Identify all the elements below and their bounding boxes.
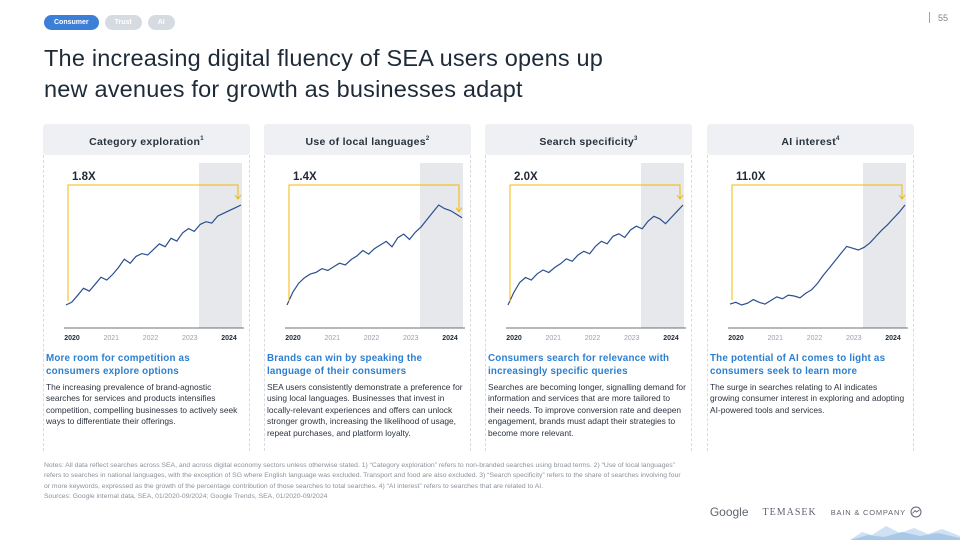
- x-tick-label: 2020: [64, 335, 80, 342]
- series-line: [729, 204, 906, 306]
- chart-search-specificity: 2.0X 2020 2021 2022 2023 2024: [506, 163, 686, 342]
- sources-text: Sources: Google internal data, SEA, 01/2…: [44, 493, 328, 501]
- highlight-band: [641, 163, 684, 328]
- panel-header-label: Use of local languages: [305, 136, 426, 148]
- panel-header-label: Search specificity: [539, 136, 635, 148]
- caption-body: SEA users consistently demonstrate a pre…: [267, 382, 463, 438]
- series-line: [507, 204, 684, 306]
- page-number-text: 55: [937, 13, 948, 23]
- footnotes: Notes: All data reflect searches across …: [44, 461, 684, 503]
- panel-header: Search specificity3: [485, 124, 692, 155]
- footnote-mark: 2: [425, 136, 430, 142]
- series-line: [65, 204, 242, 306]
- x-tick-label: 2023: [182, 335, 198, 342]
- panel-header: Use of local languages2: [264, 124, 471, 155]
- bain-circle-icon: [910, 506, 922, 518]
- multiplier-label: 11.0X: [736, 171, 766, 183]
- x-tick-label: 2024: [221, 335, 237, 342]
- x-tick-label: 2020: [506, 335, 522, 342]
- panel-local-languages: Use of local languages2 1.4X 2020 2021 2022…: [264, 124, 471, 451]
- tag-bar: Consumer Trust AI: [44, 15, 175, 30]
- panel-caption: The potential of AI comes to light as co…: [710, 353, 908, 416]
- series-line: [286, 204, 463, 306]
- panel-header-label: AI interest: [781, 136, 836, 148]
- x-tick-label: 2022: [143, 335, 159, 342]
- tag-consumer[interactable]: Consumer: [44, 15, 99, 30]
- highlight-band: [863, 163, 906, 328]
- panel-category-exploration: Category exploration1 1.8X 2020 2021 2022 20…: [43, 124, 250, 451]
- bain-logo-text: BAIN & COMPANY: [830, 507, 906, 517]
- panel-caption: More room for competition as consumers e…: [46, 353, 244, 428]
- multiplier-label: 1.4X: [293, 171, 317, 183]
- footnote-mark: 4: [836, 136, 840, 142]
- page-number: 55: [928, 12, 948, 23]
- bain-logo: BAIN & COMPANY: [831, 506, 922, 518]
- chart-local-languages: 1.4X 2020 2021 2022 2023 2024: [285, 163, 465, 342]
- caption-title: The potential of AI comes to light as co…: [710, 353, 886, 377]
- x-tick-label: 2023: [846, 335, 862, 342]
- annotation-bracket: [731, 184, 903, 301]
- x-tick-label: 2024: [663, 335, 679, 342]
- panel-body: 11.0X 2020 2021 2022 2023 2024 The potential …: [707, 155, 914, 451]
- x-tick-label: 2022: [585, 335, 601, 342]
- panel-header: AI interest4: [707, 124, 914, 155]
- panel-caption: Consumers search for relevance with incr…: [488, 353, 686, 439]
- x-tick-label: 2021: [767, 335, 783, 342]
- annotation-bracket: [288, 184, 460, 301]
- page-divider: [928, 12, 930, 23]
- caption-title: More room for competition as consumers e…: [46, 353, 190, 377]
- x-tick-label: 2020: [285, 335, 301, 342]
- panel-body: 1.4X 2020 2021 2022 2023 2024 Brands can win …: [264, 155, 471, 451]
- caption-title: Consumers search for relevance with incr…: [488, 353, 670, 377]
- annotation-bracket: [67, 184, 239, 301]
- x-tick-label: 2023: [403, 335, 419, 342]
- x-tick-label: 2024: [442, 335, 458, 342]
- x-tick-label: 2023: [624, 335, 640, 342]
- highlight-band: [420, 163, 463, 328]
- tag-ai[interactable]: AI: [147, 15, 175, 30]
- annotation-arrow: [234, 194, 242, 200]
- panel-body: 1.8X 2020 2021 2022 2023 2024 More room for c…: [43, 155, 250, 451]
- panel-caption: Brands can win by speaking the language …: [267, 353, 465, 439]
- partner-logos: Google TEMASEK BAIN & COMPANY: [710, 505, 922, 519]
- annotation-arrow: [676, 194, 684, 200]
- annotation-bracket: [509, 184, 681, 301]
- panel-header: Category exploration1: [43, 124, 250, 155]
- footnote-mark: 3: [634, 136, 638, 142]
- google-logo: Google: [709, 505, 749, 519]
- annotation-arrow: [898, 194, 906, 200]
- x-tick-label: 2022: [364, 335, 380, 342]
- highlight-band: [199, 163, 242, 328]
- x-tick-label: 2021: [103, 335, 119, 342]
- panel-search-specificity: Search specificity3 2.0X 2020 2021 2022 2023…: [485, 124, 692, 451]
- notes-text: Notes: All data reflect searches across …: [44, 462, 681, 490]
- multiplier-label: 2.0X: [514, 171, 538, 183]
- title-line-1: The increasing digital fluency of SEA us…: [44, 45, 604, 71]
- x-tick-label: 2024: [885, 335, 901, 342]
- tag-trust[interactable]: Trust: [104, 15, 142, 30]
- panel-header-label: Category exploration: [89, 136, 201, 148]
- chart-ai-interest: 11.0X 2020 2021 2022 2023 2024: [728, 163, 908, 342]
- panel-body: 2.0X 2020 2021 2022 2023 2024 Consumers searc…: [485, 155, 692, 451]
- chart-category-exploration: 1.8X 2020 2021 2022 2023 2024: [64, 163, 244, 342]
- panel-ai-interest: AI interest4 11.0X 2020 2021 2022 2023 2024 T…: [707, 124, 914, 451]
- footnote-mark: 1: [200, 136, 204, 142]
- annotation-arrow: [455, 207, 463, 213]
- x-tick-label: 2020: [728, 335, 744, 342]
- temasek-logo: TEMASEK: [762, 506, 817, 518]
- page-title: The increasing digital fluency of SEA us…: [44, 43, 704, 105]
- multiplier-label: 1.8X: [72, 171, 96, 183]
- x-tick-label: 2022: [807, 335, 823, 342]
- x-tick-label: 2021: [324, 335, 340, 342]
- x-tick-label: 2021: [545, 335, 561, 342]
- caption-body: Searches are becoming longer, signalling…: [488, 382, 686, 438]
- caption-body: The surge in searches relating to AI ind…: [710, 382, 905, 415]
- caption-body: The increasing prevalence of brand-agnos…: [46, 382, 238, 427]
- mountain-decoration-icon: [850, 526, 960, 540]
- caption-title: Brands can win by speaking the language …: [267, 353, 423, 377]
- title-line-2: new avenues for growth as businesses ada…: [44, 76, 523, 102]
